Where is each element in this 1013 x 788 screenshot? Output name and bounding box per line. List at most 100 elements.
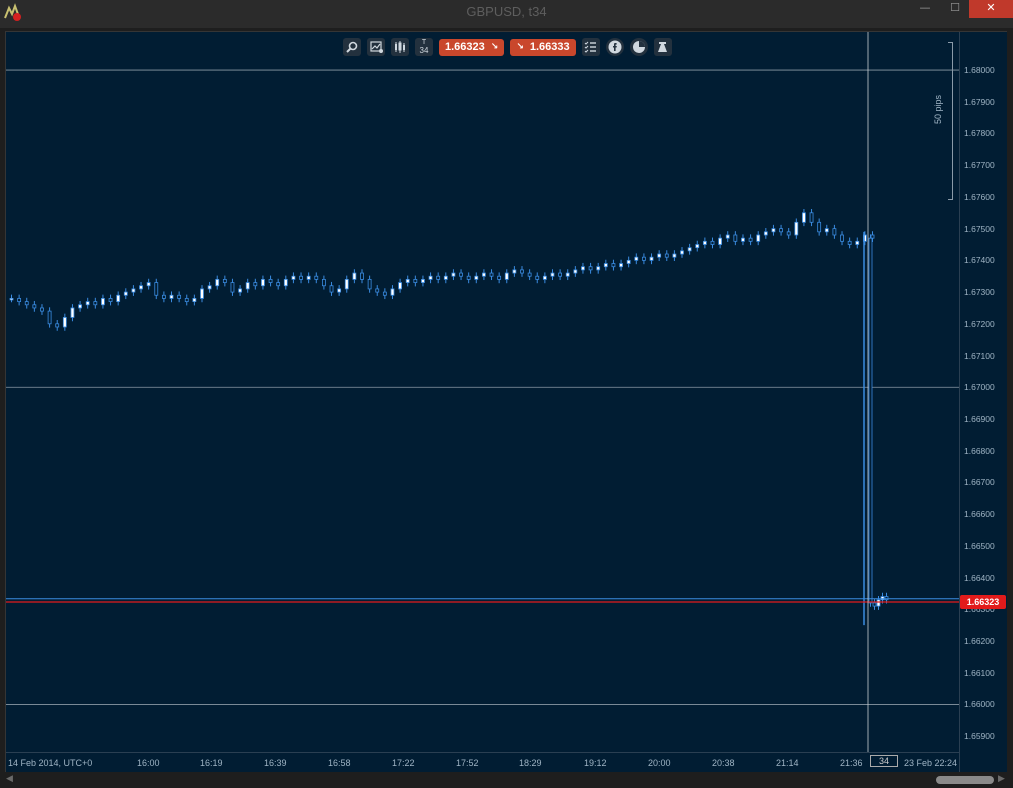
minimize-button[interactable]: — <box>919 1 931 14</box>
candle-body <box>687 247 692 252</box>
candle-body <box>794 221 799 236</box>
candle-body <box>390 288 395 296</box>
price-label: 1.67400 <box>964 255 995 266</box>
price-label: 1.65900 <box>964 731 995 742</box>
measure-label: 50 pips <box>933 94 943 124</box>
candle-body <box>238 288 242 293</box>
candle-body <box>398 282 402 290</box>
candle-body <box>573 269 578 274</box>
chart-settings-button[interactable] <box>367 38 385 56</box>
candle-body <box>230 282 235 293</box>
candle-body <box>718 237 723 245</box>
time-label: 16:39 <box>264 758 287 768</box>
scroll-left-icon[interactable]: ◀ <box>6 774 13 784</box>
info-icon <box>608 40 622 54</box>
candle-body <box>253 282 258 287</box>
price-label: 1.66900 <box>964 413 995 424</box>
candle-body <box>443 275 448 280</box>
price-label: 1.67900 <box>964 96 995 107</box>
candle-body <box>771 228 776 233</box>
candle-body <box>405 279 410 283</box>
price-label: 1.67700 <box>964 160 995 171</box>
analytics-button[interactable] <box>629 38 648 56</box>
candle-body <box>763 231 768 236</box>
period-button[interactable]: T 34 <box>415 38 433 56</box>
price-label: 1.67200 <box>964 318 995 329</box>
candle-body <box>588 266 593 271</box>
candlestick-icon <box>395 41 405 53</box>
window-title: GBPUSD, t34 <box>466 4 547 19</box>
zoom-button[interactable] <box>343 38 361 56</box>
candle-body <box>779 228 783 233</box>
candle-body <box>497 275 502 280</box>
candle-body <box>101 298 105 306</box>
candle-body <box>367 279 372 290</box>
candle-body <box>619 263 623 268</box>
candle-body <box>870 234 875 239</box>
time-axis[interactable]: 14 Feb 2014, UTC+0 34 23 Feb 22:24 16:00… <box>6 752 959 772</box>
candle-body <box>17 298 22 303</box>
candle-body <box>261 279 265 287</box>
candle-body <box>245 282 250 290</box>
time-start-label: 14 Feb 2014, UTC+0 <box>8 758 93 768</box>
chart-settings-icon <box>369 41 383 53</box>
candle-body <box>596 266 601 271</box>
candlestick-chart[interactable] <box>6 32 959 752</box>
chart-window: T 34 1.66323 ↘ ↘ 1.66333 50 pips 1.68000… <box>5 31 1007 772</box>
candle-body <box>733 234 738 242</box>
candle-body <box>868 237 873 604</box>
buy-arrow-icon: ↘ <box>516 42 524 52</box>
candle-body <box>93 301 98 306</box>
candle-body <box>649 256 654 261</box>
candle-body <box>756 234 761 242</box>
candle-body <box>268 279 273 283</box>
buy-button[interactable]: ↘ 1.66333 <box>510 38 576 56</box>
candle-body <box>169 294 174 299</box>
price-label: 1.67600 <box>964 191 995 202</box>
title-bar: GBPUSD, t34 — ☐ ✕ <box>0 0 1013 28</box>
candle-body <box>291 275 296 280</box>
candle-body <box>321 279 326 287</box>
candle-body <box>466 275 471 280</box>
candle-body <box>299 275 303 280</box>
time-label: 20:38 <box>712 758 735 768</box>
candle-body <box>78 304 82 309</box>
candle-body <box>352 272 357 280</box>
candle-body <box>832 228 837 236</box>
time-label: 16:00 <box>137 758 160 768</box>
candle-body <box>702 240 707 245</box>
candle-body <box>550 272 555 277</box>
close-button[interactable]: ✕ <box>969 0 1013 18</box>
candle-body <box>482 272 486 277</box>
sell-button[interactable]: 1.66323 ↘ <box>439 38 505 56</box>
maximize-button[interactable]: ☐ <box>950 1 960 14</box>
time-label: 16:58 <box>328 758 351 768</box>
candle-body <box>146 282 151 287</box>
candle-body <box>611 263 616 268</box>
user-button[interactable] <box>653 38 672 56</box>
info-button[interactable] <box>605 38 624 56</box>
candle-body <box>884 596 889 601</box>
candle-body <box>626 259 631 264</box>
candle-body <box>558 272 563 277</box>
candle-body <box>657 253 662 258</box>
candle-body <box>360 272 364 280</box>
candle-body <box>47 310 52 325</box>
candle-body <box>520 269 524 274</box>
candle-body <box>512 269 517 274</box>
candle-body <box>184 298 189 303</box>
candle-body <box>306 275 311 280</box>
time-label: 19:12 <box>584 758 607 768</box>
price-label: 1.67300 <box>964 287 995 298</box>
scroll-right-icon[interactable]: ▶ <box>998 774 1005 784</box>
candle-body <box>9 298 14 301</box>
chart-toolbar: T 34 1.66323 ↘ ↘ 1.66333 <box>343 38 672 56</box>
candle-body <box>375 288 380 293</box>
price-axis[interactable]: 1.68000 1.67900 1.67800 1.67700 1.67600 1.675… <box>959 32 1007 772</box>
chart-type-button[interactable] <box>391 38 409 56</box>
horizontal-scrollbar[interactable]: ◀ ▶ <box>0 773 1013 788</box>
candle-body <box>840 234 844 242</box>
scroll-thumb[interactable] <box>936 776 994 784</box>
order-list-button[interactable] <box>581 38 600 56</box>
chart-plot-area[interactable] <box>6 32 959 752</box>
